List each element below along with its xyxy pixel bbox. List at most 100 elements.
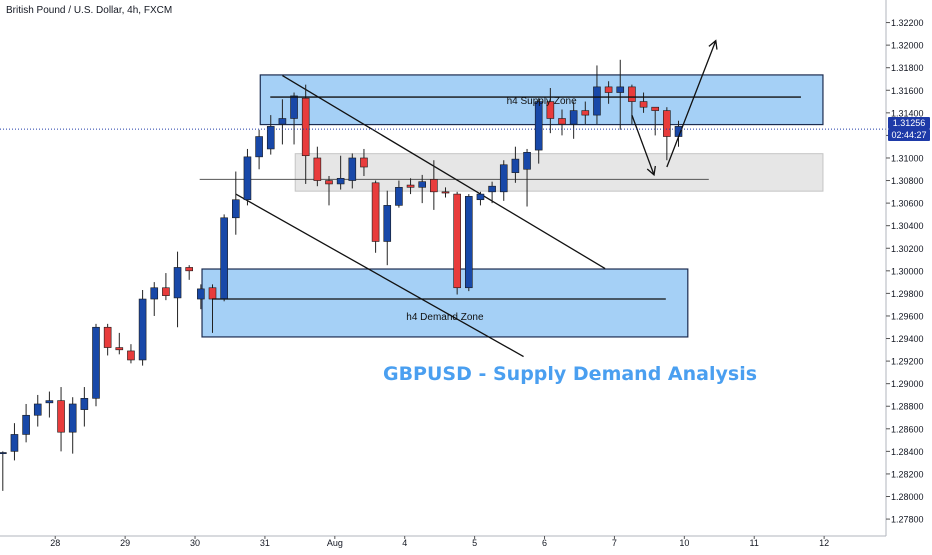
bull-candle-body — [278, 118, 287, 125]
bull-candle-body — [616, 86, 625, 93]
candle — [395, 180, 403, 208]
bull-candle-body — [499, 164, 508, 193]
bear-candle-body — [441, 191, 450, 194]
bull-candle-body — [220, 217, 228, 300]
candle — [406, 178, 415, 195]
candle — [569, 101, 578, 139]
y-tick-label: 1.28000 — [891, 492, 924, 502]
demand-zone-label: h4 Demand Zone — [406, 312, 484, 323]
candle — [57, 387, 65, 452]
candle — [499, 160, 508, 201]
y-tick-label: 1.28800 — [891, 402, 924, 412]
bear-candle-body — [371, 182, 380, 242]
bull-candle-body — [10, 434, 19, 452]
bear-candle-body — [651, 106, 660, 111]
bull-candle-body — [22, 414, 30, 435]
x-tick-label: 6 — [542, 538, 547, 548]
candle — [581, 101, 590, 125]
bull-candle-body — [418, 181, 427, 188]
x-tick-label: 29 — [120, 538, 130, 548]
candle — [92, 323, 100, 407]
bull-candle-body — [80, 398, 89, 410]
candle — [430, 160, 438, 210]
candle — [22, 403, 30, 443]
bear-candle-body — [360, 157, 368, 168]
bull-candle-body — [197, 288, 205, 300]
candle — [10, 423, 19, 461]
supply-zone-label: h4 Supply Zone — [507, 96, 577, 107]
candle — [68, 397, 77, 454]
candle — [534, 98, 543, 164]
candle — [464, 194, 473, 292]
bear-candle-body — [453, 193, 461, 289]
bear-candle-body — [313, 157, 322, 181]
y-tick-label: 1.29600 — [891, 311, 924, 321]
y-tick-label: 1.30000 — [891, 266, 924, 276]
candle — [476, 191, 485, 206]
y-tick-label: 1.28400 — [891, 447, 924, 457]
y-tick-label: 1.27800 — [891, 515, 924, 525]
bear-candle-body — [57, 400, 65, 433]
bull-candle-body — [150, 287, 159, 300]
bull-candle-body — [348, 157, 357, 181]
candle — [663, 107, 671, 161]
analysis-title: GBPUSD - Supply Demand Analysis — [383, 363, 757, 385]
candle — [453, 191, 461, 295]
candle — [593, 65, 601, 125]
bear-candle-body — [325, 180, 333, 185]
y-tick-label: 1.31400 — [891, 108, 924, 118]
candle — [604, 81, 613, 104]
bear-candle-body — [581, 110, 590, 116]
mid-zone — [294, 153, 824, 192]
candle — [33, 394, 42, 427]
demand-zone — [201, 268, 689, 338]
candle — [523, 148, 531, 207]
candle — [325, 176, 333, 206]
bar-countdown-badge: 02:44:27 — [888, 129, 930, 141]
bull-candle-body — [395, 187, 403, 206]
candle — [80, 387, 89, 427]
candle — [162, 273, 170, 301]
candle — [558, 109, 566, 136]
x-tick-label: 12 — [819, 538, 829, 548]
price-axis-background — [886, 0, 932, 550]
x-tick-label: Aug — [327, 538, 343, 548]
y-tick-label: 1.29000 — [891, 379, 924, 389]
bear-candle-body — [115, 347, 124, 351]
candle — [628, 84, 636, 125]
candle — [371, 180, 380, 253]
y-tick-label: 1.29400 — [891, 334, 924, 344]
bear-candle-body — [430, 179, 438, 193]
candle — [255, 129, 263, 170]
bull-candle-body — [488, 185, 496, 193]
arrow-shaft — [666, 40, 717, 168]
candle — [360, 148, 368, 177]
bull-candle-body — [383, 205, 392, 242]
bear-candle-body — [546, 101, 555, 119]
candle — [441, 187, 450, 198]
candle — [290, 92, 298, 145]
candle — [197, 284, 205, 310]
candle — [488, 181, 496, 204]
candle — [278, 99, 287, 145]
bull-candle-body — [476, 193, 485, 201]
y-tick-label: 1.31000 — [891, 153, 924, 163]
bull-candle-body — [243, 156, 252, 201]
bear-candle-body — [103, 326, 112, 348]
candle — [243, 148, 252, 206]
y-tick-label: 1.30400 — [891, 221, 924, 231]
bull-candle-body — [266, 126, 275, 150]
candle — [232, 171, 240, 235]
y-tick-label: 1.30200 — [891, 244, 924, 254]
bull-candle-body — [593, 86, 601, 116]
candle — [150, 282, 159, 316]
bull-candle-body — [92, 326, 100, 399]
candle — [138, 290, 147, 366]
bear-candle-body — [208, 287, 217, 300]
y-tick-label: 1.32200 — [891, 18, 924, 28]
bear-candle-body — [301, 97, 310, 157]
lower-trendline — [235, 193, 524, 358]
candle — [266, 115, 275, 155]
